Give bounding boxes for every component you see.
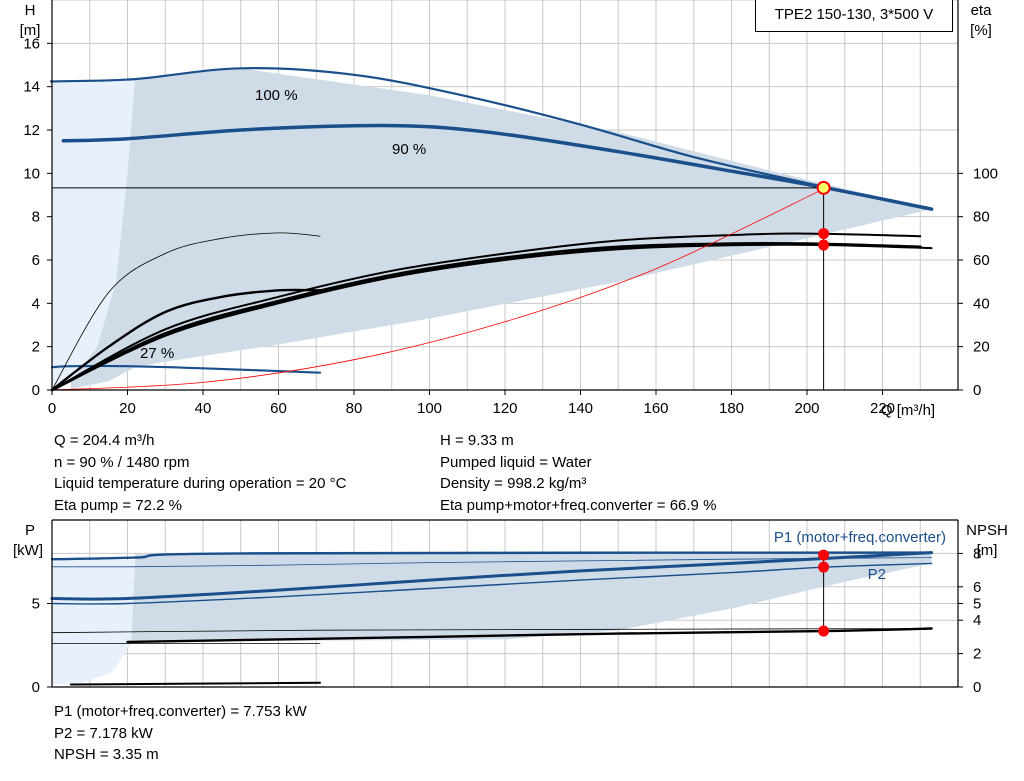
info-npsh: NPSH = 3.35 m	[54, 746, 159, 763]
p-y-tick-label: 0	[32, 679, 40, 696]
y-tick-label: 4	[32, 295, 40, 312]
x-tick-label: 0	[48, 400, 56, 417]
p-axis-label: P	[25, 522, 35, 539]
x-tick-label: 140	[568, 400, 593, 417]
y-right-tick-label: 80	[973, 209, 990, 226]
series-line-system	[51, 187, 827, 391]
npsh-duty-point	[818, 625, 830, 637]
y-axis-label-eta: eta	[971, 2, 993, 19]
series-line-p2	[51, 557, 932, 568]
info-temperature: Liquid temperature during operation = 20…	[54, 475, 347, 492]
series-line-p1	[50, 551, 933, 561]
series-line-90-	[61, 123, 934, 211]
series-line-eta-3	[51, 232, 922, 391]
curve-label-90: 90 %	[392, 141, 426, 158]
operating-envelope-light	[52, 79, 136, 390]
y-right-tick-label: 60	[973, 252, 990, 269]
duty-point-marker	[816, 180, 831, 195]
info-p2: P2 = 7.178 kW	[54, 724, 153, 742]
npsh-axis-label: NPSH	[966, 522, 1008, 539]
info-top-right: H = 9.33 m Pumped liquid = Water Density…	[440, 430, 716, 516]
chart-title: TPE2 150-130, 3*500 V	[755, 0, 953, 32]
power-envelope-light	[52, 560, 136, 685]
x-tick-label: 20	[119, 400, 136, 417]
eta-duty-point	[818, 228, 830, 240]
series-label-p2: P2	[868, 566, 886, 583]
y-axis-label-h: H	[25, 2, 36, 19]
series-label-p1: P1 (motor+freq.converter)	[774, 529, 946, 546]
npsh-tick-label: 4	[973, 612, 981, 629]
x-tick-label: 120	[492, 400, 517, 417]
y-right-tick-label: 100	[973, 165, 998, 182]
x-tick-label: 160	[643, 400, 668, 417]
x-tick-label: 40	[195, 400, 212, 417]
y-tick-label: 16	[23, 35, 40, 52]
series-line-eta-4	[50, 241, 922, 392]
series-line-npsh-a	[51, 628, 932, 634]
y-tick-label: 14	[23, 79, 40, 96]
p2-duty-point	[818, 561, 830, 573]
series-line-npsh-b	[126, 627, 933, 644]
info-eta-pump: Eta pump = 72.2 %	[54, 496, 182, 514]
y-right-tick-label: 0	[973, 382, 981, 399]
power-envelope	[52, 552, 932, 685]
series-line-100-	[49, 67, 933, 211]
series-line-eta-2	[50, 288, 322, 392]
x-tick-label: 60	[270, 400, 287, 417]
info-speed: n = 90 % / 1480 rpm	[54, 453, 190, 471]
y-axis-label-eta-unit: [%]	[970, 22, 992, 39]
x-axis-label: Q [m³/h]	[881, 402, 935, 419]
y-tick-label: 2	[32, 339, 40, 356]
npsh-tick-label: 8	[973, 545, 981, 562]
info-liquid: Pumped liquid = Water	[440, 453, 592, 471]
series-line-eta-1	[51, 232, 321, 391]
y-tick-label: 12	[23, 122, 40, 139]
x-tick-label: 180	[719, 400, 744, 417]
eta-duty-point	[818, 239, 830, 251]
x-tick-label: 100	[417, 400, 442, 417]
series-line-p1-low	[50, 551, 934, 601]
npsh-tick-label: 2	[973, 646, 981, 663]
p-axis-label-unit: [kW]	[13, 542, 43, 559]
y-axis-label-h-unit: [m]	[20, 22, 41, 39]
npsh-tick-label: 0	[973, 679, 981, 696]
info-eta-total: Eta pump+motor+freq.converter = 66.9 %	[440, 496, 717, 514]
info-density: Density = 998.2 kg/m³	[440, 475, 587, 492]
info-p1: P1 (motor+freq.converter) = 7.753 kW	[54, 703, 307, 720]
info-flow: Q = 204.4 m³/h	[54, 432, 155, 449]
y-tick-label: 8	[32, 209, 40, 226]
p-y-tick-label: 5	[32, 596, 40, 613]
series-line-npsh-d	[69, 681, 321, 686]
y-tick-label: 0	[32, 382, 40, 399]
series-line-eta-5	[51, 243, 933, 391]
npsh-axis-label-unit: [m]	[977, 542, 998, 559]
operating-envelope	[59, 68, 932, 389]
x-tick-label: 80	[346, 400, 363, 417]
curve-label-27: 27 %	[140, 345, 174, 362]
p1-duty-point	[818, 549, 830, 561]
y-right-tick-label: 20	[973, 339, 990, 356]
npsh-tick-label: 5	[973, 596, 981, 613]
curve-label-100: 100 %	[255, 87, 298, 104]
info-top-left: Q = 204.4 m³/h n = 90 % / 1480 rpm Liqui…	[54, 430, 346, 516]
x-tick-label: 200	[794, 400, 819, 417]
info-bottom: P1 (motor+freq.converter) = 7.753 kW P2 …	[54, 701, 307, 766]
series-line-p2-low	[51, 562, 933, 605]
x-tick-label: 220	[870, 400, 895, 417]
info-head: H = 9.33 m	[440, 432, 514, 449]
y-tick-label: 6	[32, 252, 40, 269]
y-tick-label: 10	[23, 165, 40, 182]
npsh-tick-label: 6	[973, 579, 981, 596]
y-right-tick-label: 40	[973, 295, 990, 312]
